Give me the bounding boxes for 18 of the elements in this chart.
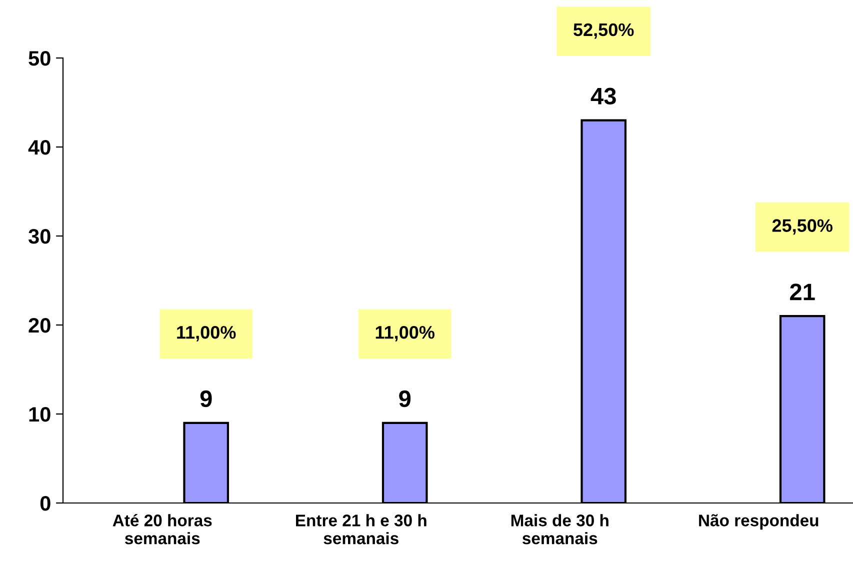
text: 52,50% — [574, 23, 634, 39]
y-tick-label: 30 — [28, 229, 50, 244]
y-tick-label: 50 — [28, 51, 50, 66]
annotation: 11,00% — [177, 326, 236, 342]
y-tick-label: 0 — [40, 496, 50, 511]
x-tick-label: Entre 21 h e 30 h semanais — [296, 514, 426, 544]
data-label: 43 — [590, 88, 616, 105]
y-tick-label: 20 — [28, 318, 50, 333]
x-tick-label: Mais de 30 h semanais — [511, 514, 608, 544]
data-label: 9 — [399, 390, 411, 408]
data-label: 9 — [200, 390, 212, 408]
annotation: 11,00% — [376, 326, 434, 342]
annotation: 25,50% — [772, 219, 832, 235]
y-tick-label: 10 — [29, 407, 50, 422]
data-label: 21 — [790, 284, 815, 300]
x-tick-label: Não respondeu — [699, 514, 818, 530]
x-tick-label: Até 20 horas semanais — [112, 514, 212, 544]
y-tick-label: 40 — [28, 140, 50, 155]
